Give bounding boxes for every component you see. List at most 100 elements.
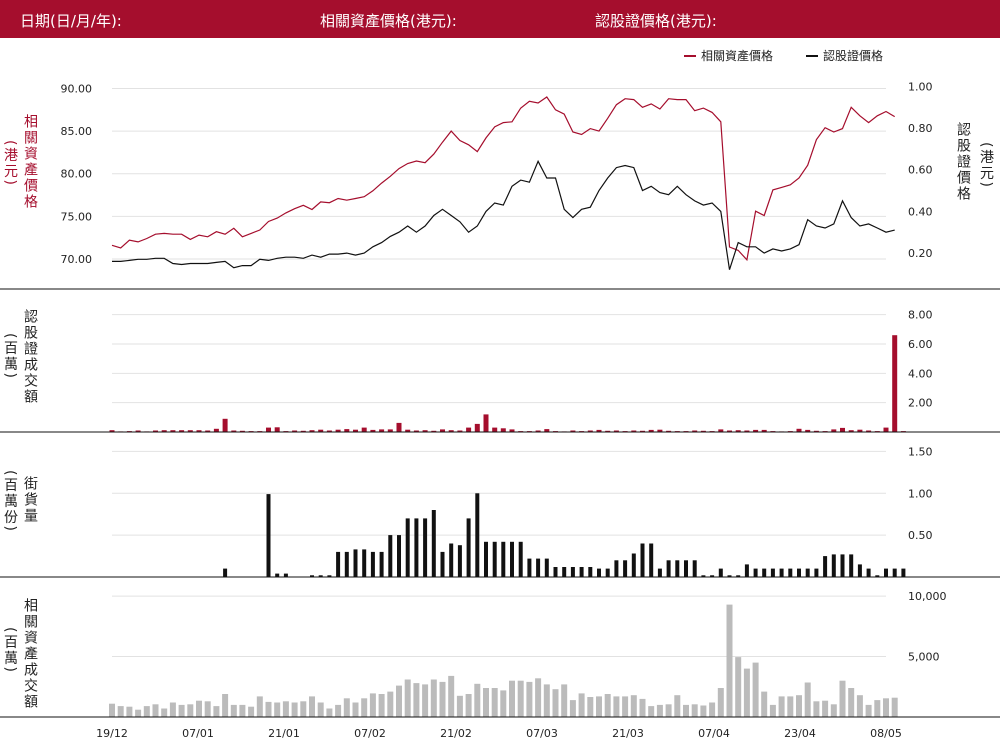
outstanding-bar	[736, 575, 741, 577]
warrant-turnover-bar	[196, 430, 202, 432]
x-tick-label: 07/03	[526, 727, 558, 740]
underlying-turnover-bar	[622, 696, 629, 717]
warrant-turnover-bar	[109, 430, 115, 432]
warrant-turnover-bar	[474, 423, 480, 432]
outstanding-bar	[501, 541, 506, 577]
warrant-turnover-bar	[640, 430, 645, 432]
outstanding-bar	[570, 567, 575, 577]
underlying-turnover-bar	[752, 662, 759, 717]
underlying-turnover-bar	[178, 704, 185, 717]
underlying-turnover-bar	[535, 678, 542, 717]
outstanding-bar	[762, 568, 767, 577]
underlying-turnover-bar	[665, 704, 672, 717]
warrant-turnover-bar	[700, 430, 706, 432]
outstanding-bar	[884, 568, 888, 577]
warrant-turnover-bar	[544, 429, 550, 432]
outstanding-bar	[744, 564, 749, 577]
underlying-turnover-bar	[891, 697, 898, 717]
underlying-turnover-bar	[169, 702, 176, 717]
underlying-turnover-bar	[813, 701, 820, 717]
warrant-turnover-bar	[170, 430, 176, 432]
outstanding-bar	[649, 543, 654, 577]
underlying-turnover-bar	[839, 680, 846, 717]
underlying-turnover-bar	[430, 679, 437, 717]
warrant-turnover-tick-label: 2.00	[908, 397, 933, 410]
warrant-turnover-bar	[883, 427, 889, 432]
warrant-turnover-bar	[648, 429, 654, 432]
underlying-turnover-bar	[256, 696, 263, 717]
x-tick-label: 07/04	[698, 727, 730, 740]
price-left-tick-label: 70.00	[61, 253, 93, 266]
price-right-tick-label: 0.20	[908, 247, 933, 260]
warrant-turnover-bar	[179, 430, 185, 432]
underlying-turnover-bar	[569, 700, 576, 717]
underlying-turnover-bar	[874, 700, 881, 717]
chart-header-bar: 日期(日/月/年): 相關資產價格(港元): 認股證價格(港元):	[0, 0, 1000, 38]
underlying-turnover-bar	[387, 691, 394, 717]
warrant-turnover-bar	[187, 430, 193, 432]
underlying-turnover-bar	[700, 705, 707, 717]
outstanding-axis-unit: (百萬份)	[2, 470, 18, 533]
warrant-turnover-bar	[735, 430, 741, 432]
outstanding-bar	[327, 575, 332, 577]
legend-underlying-label: 相關資產價格	[701, 48, 773, 63]
outstanding-bar	[623, 560, 628, 578]
underlying-turnover-bar	[335, 704, 342, 717]
outstanding-bar	[779, 568, 784, 577]
outstanding-bar	[753, 568, 758, 577]
x-tick-label: 07/02	[354, 727, 386, 740]
warrant-turnover-bar	[361, 427, 367, 432]
underlying-turnover-panel: 5,000 10,000	[109, 590, 947, 718]
warrant-turnover-bar	[596, 429, 602, 432]
outstanding-bar	[440, 551, 445, 577]
underlying-turnover-bar	[196, 700, 202, 717]
underlying-turnover-bar	[143, 706, 150, 717]
underlying-turnover-bar	[404, 679, 411, 717]
outstanding-bar	[597, 568, 601, 577]
underlying-turnover-bar	[613, 696, 620, 717]
underlying-turnover-axis-title: 相關資產成交額	[22, 598, 38, 710]
underlying-price-axis-title: 相關資產價格	[22, 114, 38, 210]
warrant-turnover-bar	[213, 428, 219, 432]
warrant-turnover-bar	[848, 430, 854, 432]
underlying-turnover-bar	[674, 695, 681, 717]
warrant-turnover-bar	[448, 430, 454, 432]
underlying-turnover-bar	[230, 704, 237, 717]
underlying-turnover-bar	[630, 695, 637, 717]
warrant-turnover-bar	[813, 430, 819, 432]
outstanding-bar	[866, 568, 871, 577]
outstanding-bar	[684, 560, 688, 578]
underlying-turnover-bar	[865, 704, 872, 717]
underlying-turnover-bar	[126, 706, 133, 717]
warrant-chart[interactable]: 70.00 75.00 80.00 85.00 90.00 0.20 0.40 0.60 0.8…	[0, 38, 1000, 751]
outstanding-tick-label: 0.50	[908, 529, 933, 542]
outstanding-bar	[701, 575, 706, 577]
underlying-turnover-bar	[683, 704, 689, 717]
outstanding-bar	[414, 518, 419, 577]
outstanding-bar	[814, 568, 819, 577]
underlying-turnover-axis-unit: (百萬)	[2, 627, 18, 674]
warrant-turnover-bar	[727, 430, 732, 432]
outstanding-bar	[318, 575, 323, 577]
outstanding-bar	[901, 568, 906, 577]
price-right-tick-label: 0.40	[908, 205, 933, 218]
underlying-turnover-bar	[804, 682, 811, 717]
underlying-turnover-bar	[300, 701, 307, 717]
warrant-turnover-bar	[500, 428, 506, 432]
outstanding-bar	[631, 553, 636, 577]
warrant-turnover-bar	[857, 429, 863, 432]
underlying-turnover-bar	[604, 694, 611, 717]
warrant-turnover-tick-label: 8.00	[908, 309, 933, 322]
warrant-turnover-bar	[413, 430, 419, 432]
underlying-turnover-bar	[552, 689, 559, 717]
underlying-turnover-bar	[787, 696, 794, 717]
underlying-turnover-bar	[309, 696, 315, 717]
underlying-turnover-bar	[439, 681, 446, 717]
warrant-turnover-bar	[587, 430, 593, 432]
warrant-turnover-bar	[866, 430, 872, 432]
underlying-turnover-bar	[352, 702, 359, 717]
outstanding-bar	[344, 551, 349, 577]
warrant-turnover-bar	[370, 429, 376, 432]
underlying-turnover-bar	[343, 698, 350, 717]
warrant-price-axis-unit: (港元)	[978, 142, 994, 189]
